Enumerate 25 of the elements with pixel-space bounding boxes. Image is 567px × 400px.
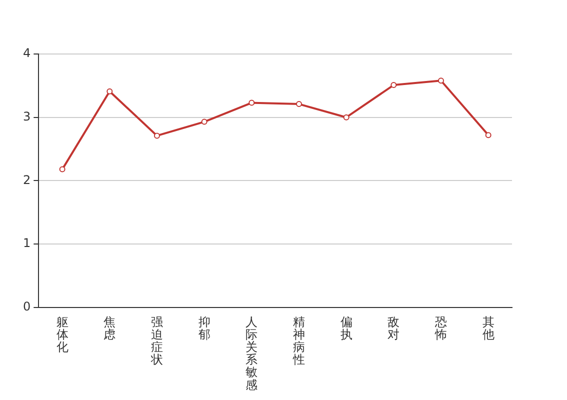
x-tick-label: 躯体化 (56, 314, 68, 354)
y-tick-label: 0 (22, 300, 31, 314)
x-tick-label: 精神病性 (292, 314, 305, 367)
point (201, 118, 208, 125)
x-tick-label: 敌对 (388, 314, 400, 342)
point (438, 78, 444, 84)
x-tick-label: 恐怖 (434, 314, 447, 342)
point (248, 100, 255, 106)
y-tick-label: 3 (22, 109, 31, 124)
point (390, 82, 397, 88)
x-tick-label: 强迫症状 (150, 314, 163, 367)
point (296, 101, 302, 108)
x-tick-label: 焦虑 (104, 314, 116, 342)
x-tick-label: 人际关系敏感 (246, 314, 258, 392)
y-tick-label: 1 (22, 236, 31, 250)
point (343, 114, 350, 120)
point (154, 132, 160, 139)
x-tick-label: 抑郁 (198, 314, 210, 342)
y-tick-label: 4 (22, 46, 31, 60)
x-tick-label: 其他 (482, 314, 494, 342)
x-tick-label: 偏执 (340, 314, 352, 342)
point (106, 88, 113, 94)
point (59, 166, 66, 172)
point (485, 132, 492, 138)
y-tick-label: 2 (22, 172, 31, 187)
